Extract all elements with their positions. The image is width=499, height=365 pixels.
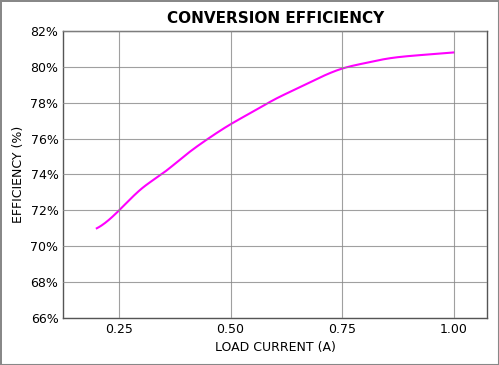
- Y-axis label: EFFICIENCY (%): EFFICIENCY (%): [12, 126, 25, 223]
- X-axis label: LOAD CURRENT (A): LOAD CURRENT (A): [215, 341, 336, 354]
- Title: CONVERSION EFFICIENCY: CONVERSION EFFICIENCY: [167, 11, 384, 26]
